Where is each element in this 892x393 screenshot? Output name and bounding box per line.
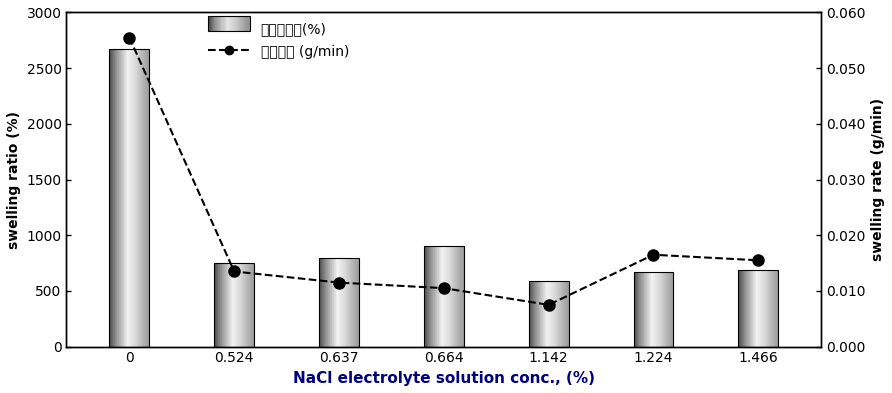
X-axis label: NaCl electrolyte solution conc., (%): NaCl electrolyte solution conc., (%): [293, 371, 595, 386]
Bar: [529, 281, 568, 347]
Bar: [319, 257, 359, 347]
Bar: [110, 49, 149, 347]
Y-axis label: swelling ratio (%): swelling ratio (%): [7, 110, 21, 248]
Y-axis label: swelling rate (g/min): swelling rate (g/min): [871, 98, 885, 261]
Bar: [739, 270, 778, 347]
Bar: [633, 272, 673, 347]
Legend: 최대팝윤율(%), 팝윤속도 (g/min): 최대팝윤율(%), 팝윤속도 (g/min): [202, 16, 355, 65]
Bar: [424, 246, 464, 347]
Bar: [214, 263, 254, 347]
